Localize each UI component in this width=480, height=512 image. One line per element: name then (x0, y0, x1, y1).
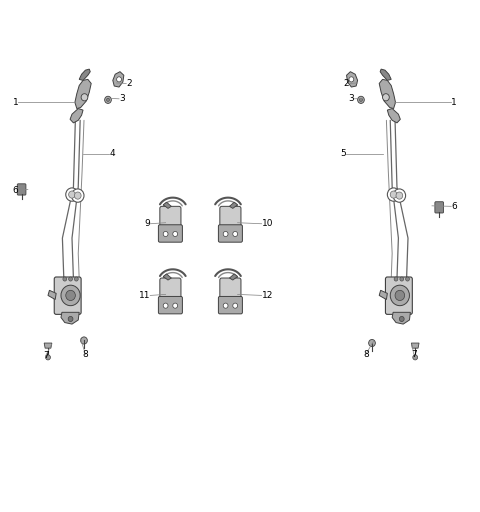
Circle shape (390, 285, 409, 306)
Text: 8: 8 (363, 350, 369, 359)
Polygon shape (48, 290, 56, 300)
Circle shape (74, 277, 78, 281)
Circle shape (117, 77, 121, 82)
Polygon shape (229, 202, 238, 208)
FancyBboxPatch shape (160, 206, 181, 230)
Circle shape (358, 96, 364, 103)
Text: 3: 3 (119, 94, 125, 103)
FancyBboxPatch shape (54, 277, 81, 314)
Polygon shape (44, 343, 52, 348)
FancyBboxPatch shape (220, 278, 241, 302)
Polygon shape (380, 69, 391, 80)
Text: 2: 2 (344, 79, 349, 88)
Circle shape (68, 316, 73, 322)
Polygon shape (347, 72, 358, 87)
Text: 5: 5 (340, 149, 346, 158)
Circle shape (173, 303, 178, 308)
FancyBboxPatch shape (435, 202, 444, 213)
Circle shape (394, 277, 398, 281)
Polygon shape (75, 79, 91, 109)
Circle shape (69, 191, 75, 198)
Circle shape (349, 77, 354, 82)
Circle shape (383, 94, 389, 101)
Text: 7: 7 (43, 351, 48, 360)
Circle shape (223, 231, 228, 237)
Circle shape (390, 191, 397, 198)
Text: 4: 4 (109, 149, 115, 158)
Circle shape (46, 355, 50, 360)
Polygon shape (163, 274, 171, 280)
Circle shape (74, 192, 81, 199)
Circle shape (233, 231, 238, 237)
Text: 6: 6 (12, 186, 18, 195)
Polygon shape (61, 312, 79, 324)
Polygon shape (79, 69, 90, 80)
Polygon shape (70, 109, 83, 123)
Polygon shape (392, 312, 410, 324)
Polygon shape (379, 290, 387, 300)
Circle shape (173, 231, 178, 237)
Text: 9: 9 (144, 219, 150, 228)
Circle shape (63, 277, 67, 281)
Text: 3: 3 (348, 94, 354, 103)
Circle shape (61, 285, 80, 306)
FancyBboxPatch shape (218, 225, 242, 242)
Circle shape (107, 98, 109, 101)
Circle shape (105, 96, 111, 103)
Polygon shape (163, 202, 171, 208)
FancyBboxPatch shape (160, 278, 181, 302)
Circle shape (395, 290, 405, 301)
Text: 10: 10 (262, 219, 273, 228)
Polygon shape (229, 274, 238, 280)
Circle shape (66, 188, 78, 201)
Circle shape (163, 303, 168, 308)
Circle shape (387, 188, 400, 201)
Circle shape (360, 98, 362, 101)
Circle shape (369, 339, 375, 347)
Circle shape (400, 277, 404, 281)
FancyBboxPatch shape (385, 277, 412, 314)
Circle shape (81, 337, 87, 344)
Circle shape (81, 94, 88, 101)
FancyBboxPatch shape (158, 296, 182, 314)
Circle shape (163, 231, 168, 237)
Text: 1: 1 (451, 98, 457, 107)
Polygon shape (387, 109, 400, 123)
Circle shape (233, 303, 238, 308)
Circle shape (66, 290, 75, 301)
Polygon shape (411, 343, 419, 348)
Text: 11: 11 (139, 291, 150, 300)
Circle shape (223, 303, 228, 308)
Text: 6: 6 (451, 202, 457, 211)
Text: 12: 12 (262, 291, 273, 300)
Circle shape (413, 355, 418, 360)
Polygon shape (379, 79, 396, 109)
Text: 1: 1 (12, 98, 18, 107)
Circle shape (393, 189, 406, 202)
Circle shape (406, 277, 409, 281)
Text: 2: 2 (126, 79, 132, 88)
Circle shape (396, 192, 403, 199)
Circle shape (399, 316, 404, 322)
Circle shape (72, 189, 84, 202)
Circle shape (69, 277, 72, 281)
Polygon shape (113, 72, 124, 87)
FancyBboxPatch shape (158, 225, 182, 242)
Text: 7: 7 (411, 350, 417, 359)
FancyBboxPatch shape (17, 184, 26, 195)
FancyBboxPatch shape (218, 296, 242, 314)
FancyBboxPatch shape (220, 206, 241, 230)
Text: 8: 8 (83, 350, 88, 359)
